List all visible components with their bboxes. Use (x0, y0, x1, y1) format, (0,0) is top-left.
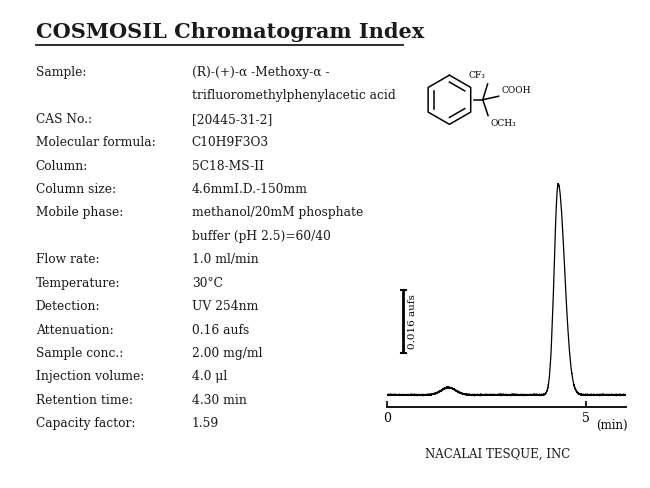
Text: 4.30 min: 4.30 min (192, 394, 246, 407)
Text: Column size:: Column size: (36, 183, 116, 196)
Text: NACALAI TESQUE, INC: NACALAI TESQUE, INC (424, 448, 570, 461)
Text: COSMOSIL Chromatogram Index: COSMOSIL Chromatogram Index (36, 22, 424, 42)
Text: OCH₃: OCH₃ (491, 119, 516, 128)
Text: 2.00 mg/ml: 2.00 mg/ml (192, 347, 262, 360)
Text: Column:: Column: (36, 160, 88, 173)
Text: Temperature:: Temperature: (36, 277, 120, 290)
Text: CF₃: CF₃ (468, 71, 485, 81)
Text: trifluoromethylphenylacetic acid: trifluoromethylphenylacetic acid (192, 89, 395, 102)
Text: buffer (pH 2.5)=60/40: buffer (pH 2.5)=60/40 (192, 230, 331, 243)
Text: [20445-31-2]: [20445-31-2] (192, 113, 272, 126)
Text: Detection:: Detection: (36, 300, 100, 313)
Text: C10H9F3O3: C10H9F3O3 (192, 136, 269, 149)
Text: Mobile phase:: Mobile phase: (36, 206, 123, 220)
Text: Injection volume:: Injection volume: (36, 370, 144, 384)
Text: Sample conc.:: Sample conc.: (36, 347, 123, 360)
Text: Sample:: Sample: (36, 66, 86, 79)
Text: 4.0 μl: 4.0 μl (192, 370, 227, 384)
Text: UV 254nm: UV 254nm (192, 300, 258, 313)
Text: 1.0 ml/min: 1.0 ml/min (192, 253, 259, 266)
Text: 0.16 aufs: 0.16 aufs (192, 324, 249, 337)
Text: 4.6mmI.D.-150mm: 4.6mmI.D.-150mm (192, 183, 307, 196)
Text: (R)-(+)-α -Methoxy-α -: (R)-(+)-α -Methoxy-α - (192, 66, 330, 79)
Text: Attenuation:: Attenuation: (36, 324, 114, 337)
Text: 0.016 aufs: 0.016 aufs (408, 294, 417, 348)
Text: Capacity factor:: Capacity factor: (36, 417, 135, 430)
Text: 5C18-MS-II: 5C18-MS-II (192, 160, 264, 173)
Text: 30°C: 30°C (192, 277, 222, 290)
Text: methanol/20mM phosphate: methanol/20mM phosphate (192, 206, 363, 220)
Text: Flow rate:: Flow rate: (36, 253, 99, 266)
Text: CAS No.:: CAS No.: (36, 113, 92, 126)
Text: Molecular formula:: Molecular formula: (36, 136, 155, 149)
Text: 1.59: 1.59 (192, 417, 219, 430)
Text: (min): (min) (596, 419, 628, 432)
Text: COOH: COOH (501, 86, 530, 95)
Text: Retention time:: Retention time: (36, 394, 133, 407)
